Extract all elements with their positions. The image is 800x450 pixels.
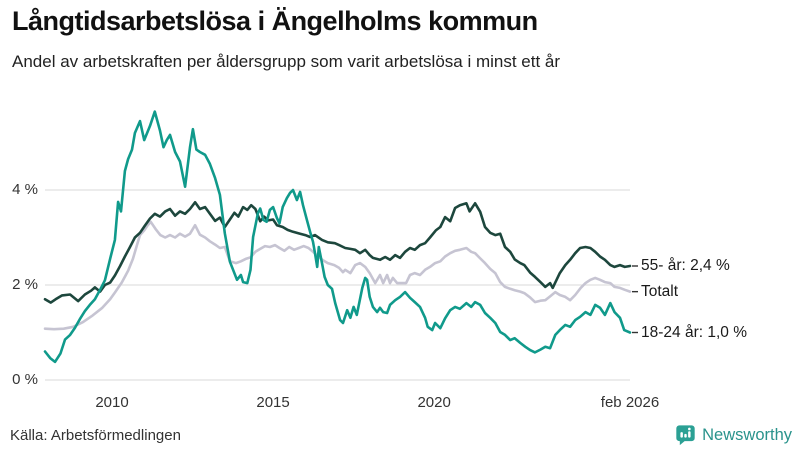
series-end-label-55-r: 55- år: 2,4 % — [641, 257, 730, 274]
newsworthy-icon — [676, 425, 695, 446]
newsworthy-logo[interactable]: Newsworthy — [675, 424, 792, 446]
x-tick-label: 2010 — [95, 394, 129, 411]
y-tick-label: 4 % — [12, 181, 38, 198]
series-line-18-24-r — [43, 110, 632, 364]
newsworthy-wordmark: Newsworthy — [702, 425, 792, 444]
page-title: Långtidsarbetslösa i Ängelholms kommun — [12, 6, 538, 36]
series-end-label-Totalt: Totalt — [641, 282, 679, 300]
y-tick-label: 0 % — [12, 371, 38, 388]
x-tick-label: 2020 — [417, 394, 451, 411]
x-tick-label: feb 2026 — [600, 394, 660, 411]
source-note: Källa: Arbetsförmedlingen — [10, 427, 181, 444]
page-subtitle: Andel av arbetskraften per åldersgrupp s… — [12, 52, 561, 71]
y-tick-label: 2 % — [12, 276, 38, 293]
series-line-Totalt — [43, 220, 632, 331]
x-tick-label: 2015 — [256, 394, 290, 411]
series-line-55-r — [43, 201, 632, 304]
series-end-label-18-24-r: 18-24 år: 1,0 % — [641, 323, 747, 341]
